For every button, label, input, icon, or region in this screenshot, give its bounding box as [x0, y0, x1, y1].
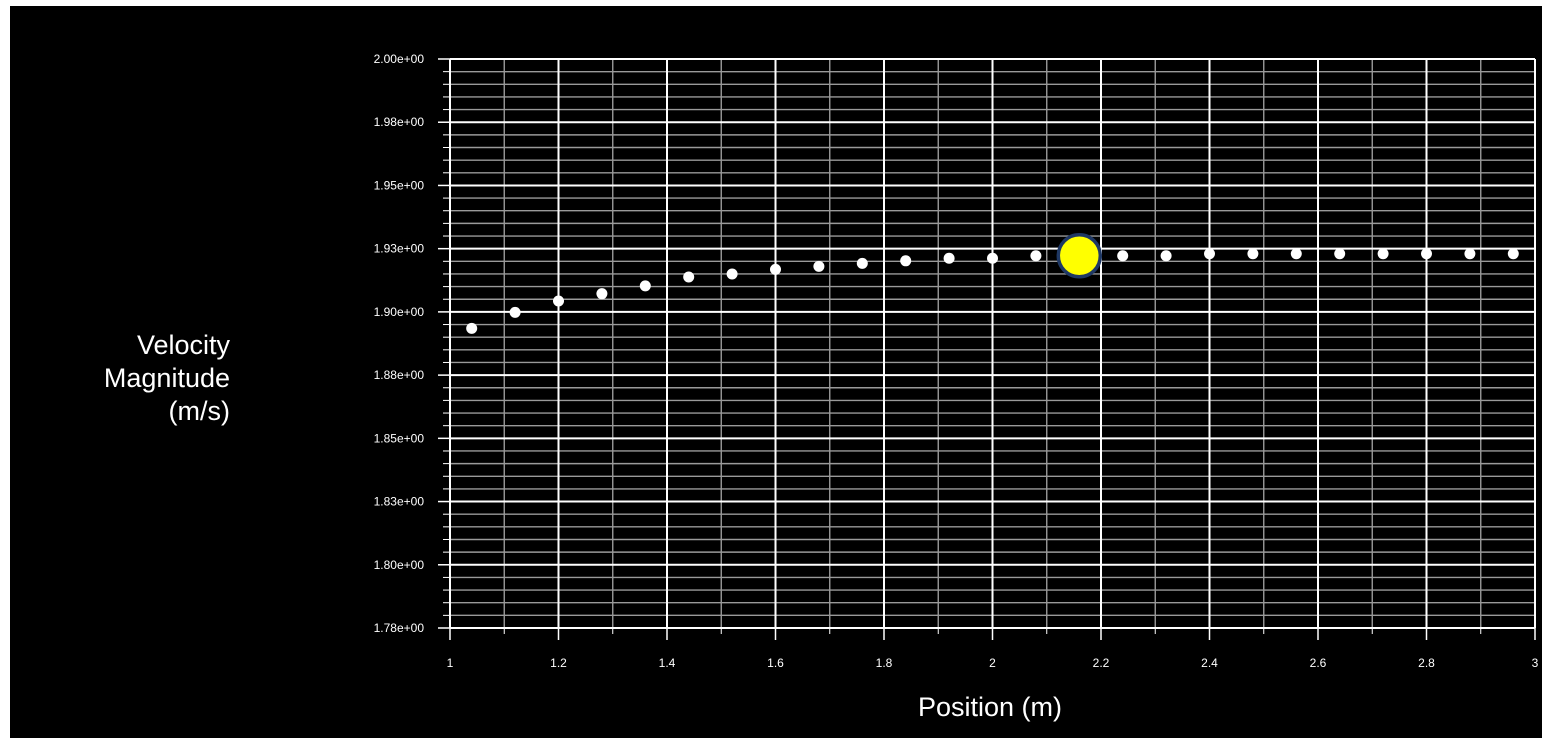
data-point	[1204, 248, 1215, 260]
x-tick-labels: 1 1.2 1.4 1.6 1.8 2 2.2 2.4 2.6 2.8 3	[447, 656, 1539, 670]
data-point	[553, 295, 564, 307]
data-point	[466, 322, 478, 334]
data-point	[1160, 250, 1172, 262]
data-point	[987, 252, 998, 264]
y-tick-labels: 1.78e+00 1.80e+00 1.83e+00 1.85e+00 1.88e+00…	[374, 52, 425, 635]
x-tick-label: 2.4	[1201, 656, 1218, 670]
data-point	[726, 268, 738, 280]
x-axis-title: Position (m)	[918, 692, 1062, 722]
data-point	[639, 280, 651, 292]
data-point	[1247, 248, 1259, 260]
y-tick-label: 1.98e+00	[374, 115, 425, 129]
data-point	[770, 263, 781, 275]
y-tick-label: 1.90e+00	[374, 305, 425, 319]
data-point	[596, 288, 608, 300]
y-axis-title-line-3: (m/s)	[169, 396, 230, 426]
data-point	[509, 306, 521, 318]
y-tick-label: 1.78e+00	[374, 621, 425, 635]
x-tick-label: 2.6	[1310, 656, 1327, 670]
x-tick-label: 1.2	[550, 656, 567, 670]
x-tick-label: 1.4	[659, 656, 676, 670]
y-axis-title-line-1: Velocity	[137, 330, 231, 360]
data-point	[1117, 250, 1129, 262]
data-point	[1290, 248, 1302, 260]
y-tick-label: 1.80e+00	[374, 558, 425, 572]
highlight-marker	[1056, 232, 1103, 279]
data-point	[1421, 248, 1432, 260]
x-tick-label: 1.6	[767, 656, 784, 670]
data-points	[466, 248, 1519, 334]
data-point	[1507, 248, 1519, 260]
y-tick-label: 2.00e+00	[374, 52, 425, 66]
y-tick-label: 1.95e+00	[374, 178, 425, 192]
y-tick-label: 1.85e+00	[374, 431, 425, 445]
y-tick-label: 1.83e+00	[374, 495, 425, 509]
data-point	[1334, 248, 1346, 260]
data-point	[1030, 250, 1042, 262]
x-tick-label: 2.2	[1093, 656, 1110, 670]
data-point	[683, 271, 695, 283]
x-tick-label: 1.8	[876, 656, 893, 670]
y-tick-label: 1.93e+00	[374, 242, 425, 256]
data-point	[943, 252, 955, 264]
x-tick-label: 2	[989, 656, 996, 670]
x-tick-label: 3	[1532, 656, 1539, 670]
y-axis-title-line-2: Magnitude	[104, 363, 230, 393]
tick-marks	[438, 58, 1536, 640]
data-point	[856, 257, 868, 269]
x-tick-label: 1	[447, 656, 454, 670]
highlight-marker-group	[1056, 232, 1103, 279]
y-tick-label: 1.88e+00	[374, 368, 425, 382]
data-point	[1464, 248, 1476, 260]
data-point	[900, 255, 912, 267]
data-point	[813, 260, 825, 272]
data-point	[1377, 248, 1389, 260]
x-tick-label: 2.8	[1418, 656, 1435, 670]
